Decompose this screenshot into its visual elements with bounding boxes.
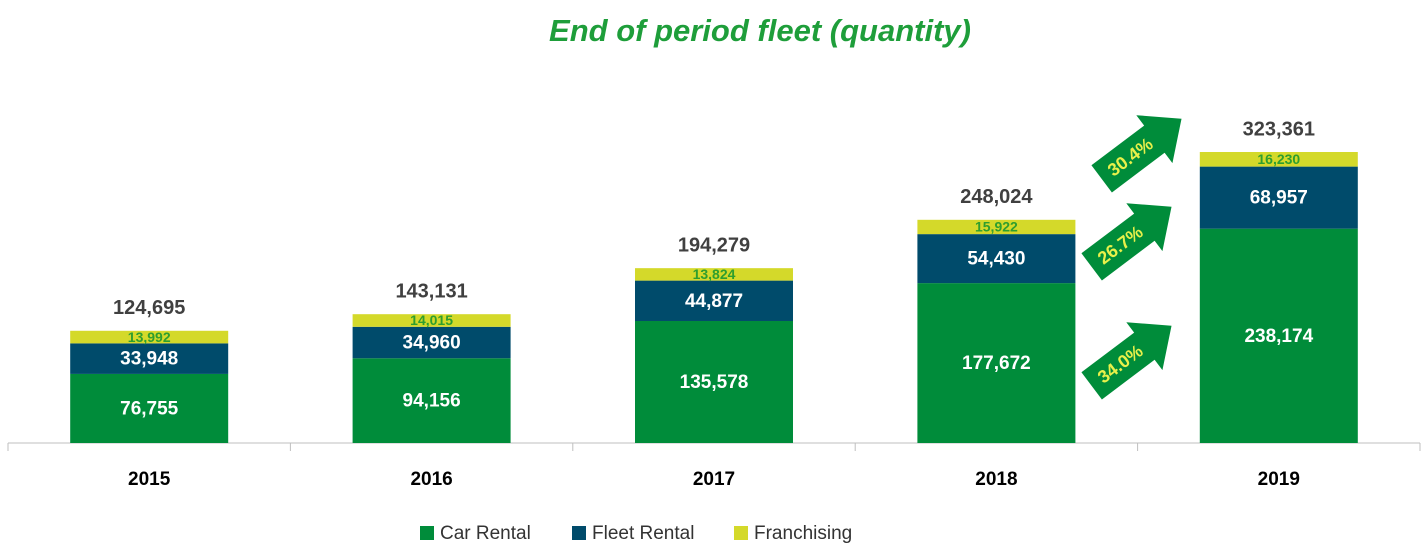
bar-segment xyxy=(352,358,511,443)
growth-arrow: 30.4% xyxy=(1091,115,1182,193)
bar-segment xyxy=(1199,166,1358,229)
x-tick-label: 2016 xyxy=(410,469,452,490)
bar-segment xyxy=(70,373,229,443)
bar-segment xyxy=(1199,228,1358,443)
data-label: 13,824 xyxy=(693,266,736,282)
x-tick-label: 2019 xyxy=(1258,469,1300,490)
total-label: 194,279 xyxy=(678,234,750,256)
bar-segment xyxy=(917,219,1076,235)
data-label: 94,156 xyxy=(403,391,461,412)
data-label: 76,755 xyxy=(120,398,179,419)
x-tick-label: 2018 xyxy=(975,469,1017,490)
data-label: 15,922 xyxy=(975,219,1018,235)
total-label: 143,131 xyxy=(395,280,467,302)
data-label: 68,957 xyxy=(1250,188,1308,209)
data-label: 135,578 xyxy=(680,372,749,393)
bar-segment xyxy=(70,343,229,374)
growth-arrow: 34.0% xyxy=(1081,322,1172,400)
data-label: 33,948 xyxy=(120,349,178,370)
total-label: 124,695 xyxy=(113,297,185,319)
x-tick-label: 2015 xyxy=(128,469,171,490)
legend-label: Car Rental xyxy=(440,523,531,544)
legend-swatch xyxy=(572,526,586,540)
legend-label: Fleet Rental xyxy=(592,523,694,544)
arrow-shape xyxy=(1091,115,1182,193)
arrow-shape xyxy=(1081,322,1172,400)
data-label: 54,430 xyxy=(967,249,1025,270)
bar-segment xyxy=(1199,152,1358,167)
bar-segment xyxy=(635,320,793,443)
data-label: 16,230 xyxy=(1257,151,1300,167)
data-label: 44,877 xyxy=(685,291,743,312)
bar-segment xyxy=(635,268,793,281)
bar-segment xyxy=(352,314,511,327)
growth-arrow: 26.7% xyxy=(1081,203,1172,281)
data-label: 177,672 xyxy=(962,353,1031,374)
bar-segment xyxy=(635,280,793,321)
bar-segment xyxy=(70,330,229,344)
data-label: 14,015 xyxy=(410,312,453,328)
bar-segment xyxy=(917,283,1076,443)
legend-label: Franchising xyxy=(754,523,852,544)
legend-swatch xyxy=(420,526,434,540)
x-tick-label: 2017 xyxy=(693,469,735,490)
arrow-shape xyxy=(1081,203,1172,281)
total-label: 248,024 xyxy=(960,186,1033,208)
data-label: 34,960 xyxy=(403,333,461,354)
data-label: 238,174 xyxy=(1244,326,1313,347)
bar-segment xyxy=(352,326,511,359)
total-label: 323,361 xyxy=(1243,118,1315,140)
legend-swatch xyxy=(734,526,748,540)
chart-title: End of period fleet (quantity) xyxy=(549,13,971,48)
bar-segment xyxy=(917,234,1076,284)
data-label: 13,992 xyxy=(128,329,171,345)
